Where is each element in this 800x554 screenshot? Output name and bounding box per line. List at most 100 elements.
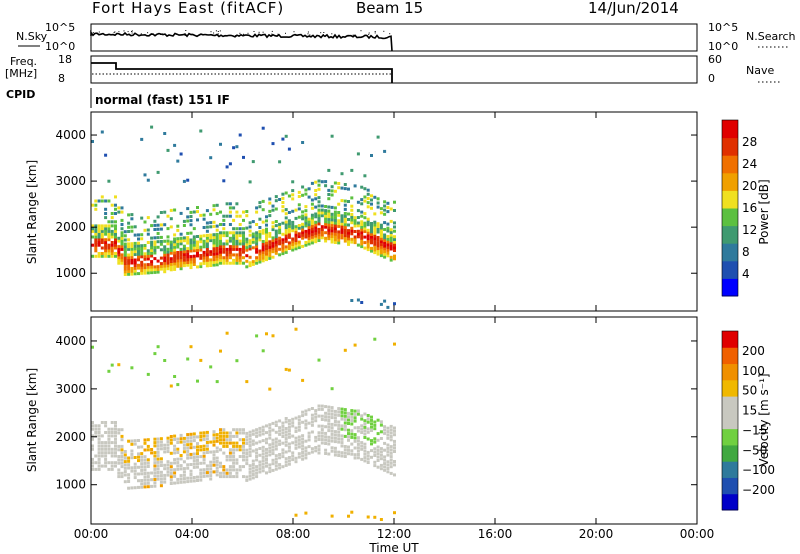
power-cell — [212, 247, 216, 250]
power-cell — [287, 147, 291, 151]
power-cell — [337, 222, 341, 226]
velocity-cell — [153, 461, 157, 465]
power-cell — [232, 258, 236, 262]
power-cell — [337, 235, 341, 239]
velocity-cell — [353, 416, 357, 420]
velocity-cell — [363, 456, 367, 460]
velocity-cell — [222, 428, 226, 432]
velocity-cell — [166, 443, 170, 447]
power-cell — [222, 223, 226, 226]
nsearch-point — [131, 30, 133, 32]
velocity-cell — [363, 459, 367, 463]
power-cell — [376, 222, 380, 226]
velocity-cell — [228, 434, 232, 438]
velocity-cell — [97, 434, 101, 438]
velocity-colorbar-cell — [722, 477, 738, 495]
velocity-cell — [123, 466, 127, 470]
power-cell — [182, 253, 186, 256]
velocity-cell — [324, 442, 328, 445]
velocity-cell — [356, 442, 360, 446]
velocity-cell — [232, 434, 236, 438]
velocity-cell — [363, 419, 367, 423]
velocity-cell — [389, 455, 393, 459]
velocity-cell — [284, 367, 288, 371]
power-cell — [120, 258, 124, 262]
power-cell — [324, 217, 328, 221]
power-cell — [225, 239, 229, 243]
velocity-cell — [343, 428, 347, 432]
power-cell — [389, 258, 393, 262]
power-cell — [215, 252, 219, 256]
power-cell — [107, 254, 111, 258]
power-cell — [202, 226, 206, 229]
power-cell — [347, 237, 350, 241]
velocity-cell — [133, 456, 137, 459]
velocity-cell — [373, 447, 377, 451]
velocity-cell — [383, 458, 387, 462]
velocity-cell — [140, 465, 144, 469]
velocity-cell — [212, 430, 216, 434]
velocity-cell — [379, 423, 383, 427]
power-cell — [153, 270, 157, 274]
power-cell — [281, 243, 285, 247]
x-tick-label: 12:00 — [377, 527, 412, 541]
power-cell — [182, 236, 186, 240]
velocity-cell — [373, 423, 377, 427]
velocity-cell — [209, 450, 213, 454]
power-cell — [225, 242, 229, 246]
velocity-cell — [163, 473, 167, 477]
velocity-cell — [297, 415, 301, 419]
velocity-cell — [127, 459, 131, 463]
velocity-cell — [222, 468, 226, 472]
velocity-cell — [284, 443, 288, 447]
y-tick-label: 4000 — [55, 334, 86, 348]
velocity-cell — [379, 457, 383, 461]
velocity-cell — [261, 449, 265, 453]
power-cell — [314, 189, 318, 192]
power-cell — [150, 224, 154, 228]
power-cell — [94, 207, 98, 211]
velocity-cell — [314, 446, 318, 449]
power-cell — [137, 255, 140, 259]
velocity-cell — [159, 464, 163, 467]
power-cell — [212, 260, 216, 264]
velocity-cell — [304, 426, 308, 430]
velocity-cell — [248, 470, 252, 474]
velocity-cell — [104, 431, 108, 434]
velocity-cell — [353, 456, 357, 460]
power-cell — [150, 249, 154, 252]
velocity-cell — [373, 420, 377, 424]
nave-label: Nave — [746, 64, 774, 77]
power-cell — [146, 249, 150, 253]
power-cell — [215, 212, 219, 216]
velocity-cell — [271, 445, 275, 449]
velocity-cell — [123, 456, 127, 460]
velocity-cell — [189, 345, 193, 349]
velocity-cell — [140, 452, 144, 456]
power-cell — [225, 202, 229, 206]
velocity-cell — [314, 412, 318, 416]
power-cell — [127, 253, 131, 257]
power-cell — [153, 243, 157, 247]
velocity-cell — [143, 475, 147, 479]
power-cell — [333, 181, 337, 185]
freq-unit: [MHz] — [5, 67, 37, 80]
power-cell — [228, 214, 232, 218]
velocity-cell — [251, 449, 255, 453]
velocity-cell — [137, 439, 140, 442]
velocity-cell — [366, 414, 370, 417]
power-cell — [310, 233, 314, 237]
power-cell — [235, 234, 239, 238]
power-cell — [199, 262, 203, 266]
power-cell — [261, 208, 265, 212]
power-cell — [114, 229, 117, 233]
power-cell — [143, 271, 147, 275]
velocity-cell — [261, 465, 265, 469]
power-cell — [255, 236, 259, 240]
power-cell — [107, 220, 111, 224]
power-cell — [130, 256, 134, 259]
power-cell — [383, 221, 387, 225]
power-cell — [370, 233, 373, 236]
velocity-colorbar-cell — [722, 347, 738, 365]
power-cell — [333, 224, 337, 228]
